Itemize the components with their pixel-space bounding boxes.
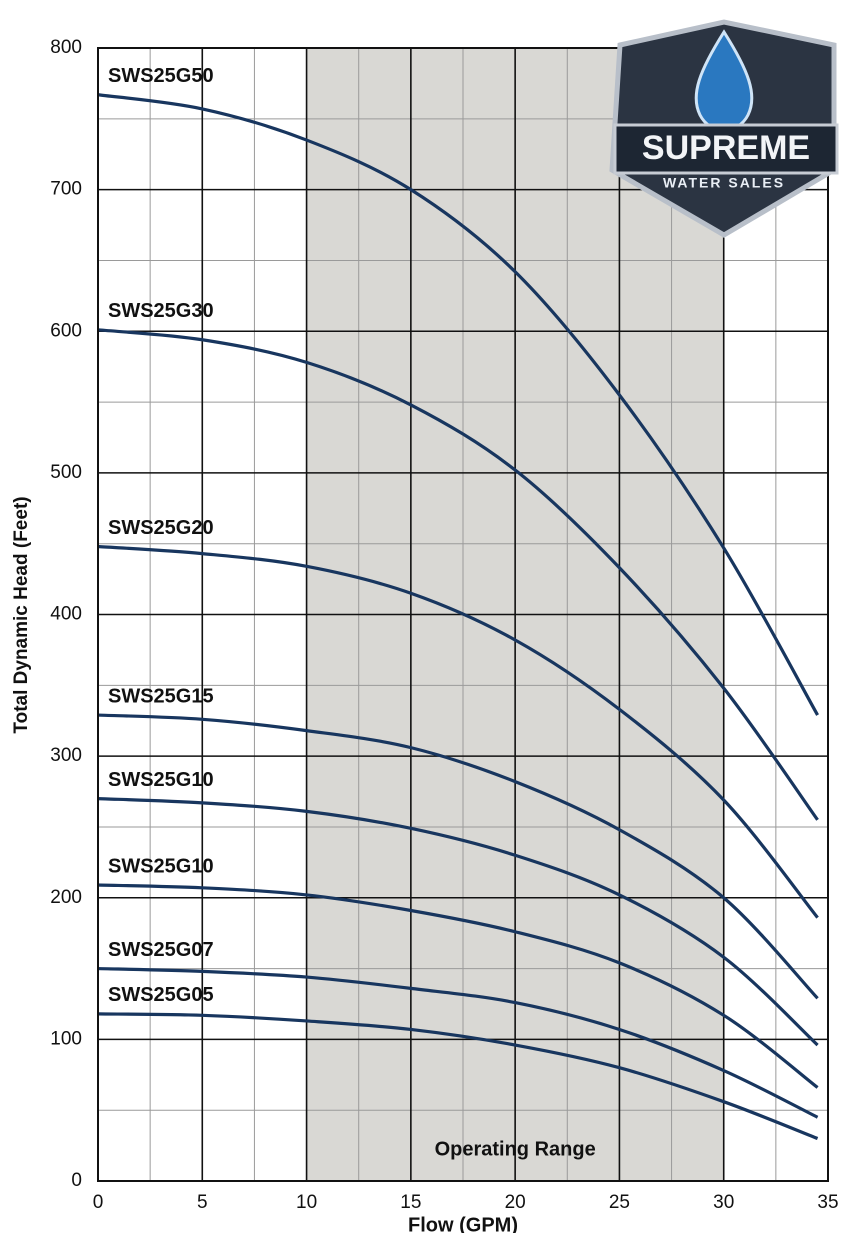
series-label: SWS25G50 (108, 65, 214, 87)
x-tick-label: 35 (817, 1192, 838, 1213)
y-tick-label: 600 (50, 320, 82, 341)
x-tick-label: 5 (197, 1192, 208, 1213)
x-tick-label: 15 (400, 1192, 421, 1213)
y-tick-label: 800 (50, 37, 82, 58)
series-label: SWS25G10 (108, 855, 214, 877)
x-axis-label: Flow (GPM) (408, 1214, 518, 1233)
logo-banner (613, 123, 839, 175)
y-axis-label: Total Dynamic Head (Feet) (11, 496, 32, 733)
y-tick-label: 300 (50, 745, 82, 766)
pump-curve (97, 544, 819, 919)
y-tick-label: 400 (50, 604, 82, 625)
logo-subtitle: WATER SALES (663, 175, 785, 191)
x-tick-label: 0 (93, 1192, 104, 1213)
y-tick-label: 100 (50, 1028, 82, 1049)
y-tick-label: 0 (71, 1170, 82, 1191)
logo-title: SUPREME (642, 129, 810, 167)
pump-curve (97, 1012, 819, 1140)
x-tick-label: 30 (713, 1192, 734, 1213)
pump-curve (97, 883, 819, 1089)
plot-frame (97, 47, 829, 1182)
x-tick-label: 10 (296, 1192, 317, 1213)
plot-area: Operating Range SWS25G50 SWS25G30 SWS25G20 S… (97, 47, 829, 1182)
y-tick-label: 500 (50, 462, 82, 483)
series-label: SWS25G07 (108, 939, 214, 961)
y-tick-label: 200 (50, 887, 82, 908)
series-label: SWS25G05 (108, 984, 214, 1006)
series-label: SWS25G15 (108, 685, 214, 707)
annotation: Operating Range (435, 1138, 596, 1160)
series-label: SWS25G10 (108, 769, 214, 791)
series-label: SWS25G20 (108, 517, 214, 539)
y-tick-label: 700 (50, 179, 82, 200)
series-label: SWS25G30 (108, 300, 214, 322)
pump-curve (97, 328, 819, 821)
pump-curve (97, 797, 819, 1047)
pump-curve (97, 713, 819, 1000)
x-tick-label: 20 (505, 1192, 526, 1213)
pump-curve (97, 966, 819, 1119)
x-tick-label: 25 (609, 1192, 630, 1213)
logo: SUPREME WATER SALES (609, 19, 839, 238)
pump-curve (97, 93, 819, 716)
